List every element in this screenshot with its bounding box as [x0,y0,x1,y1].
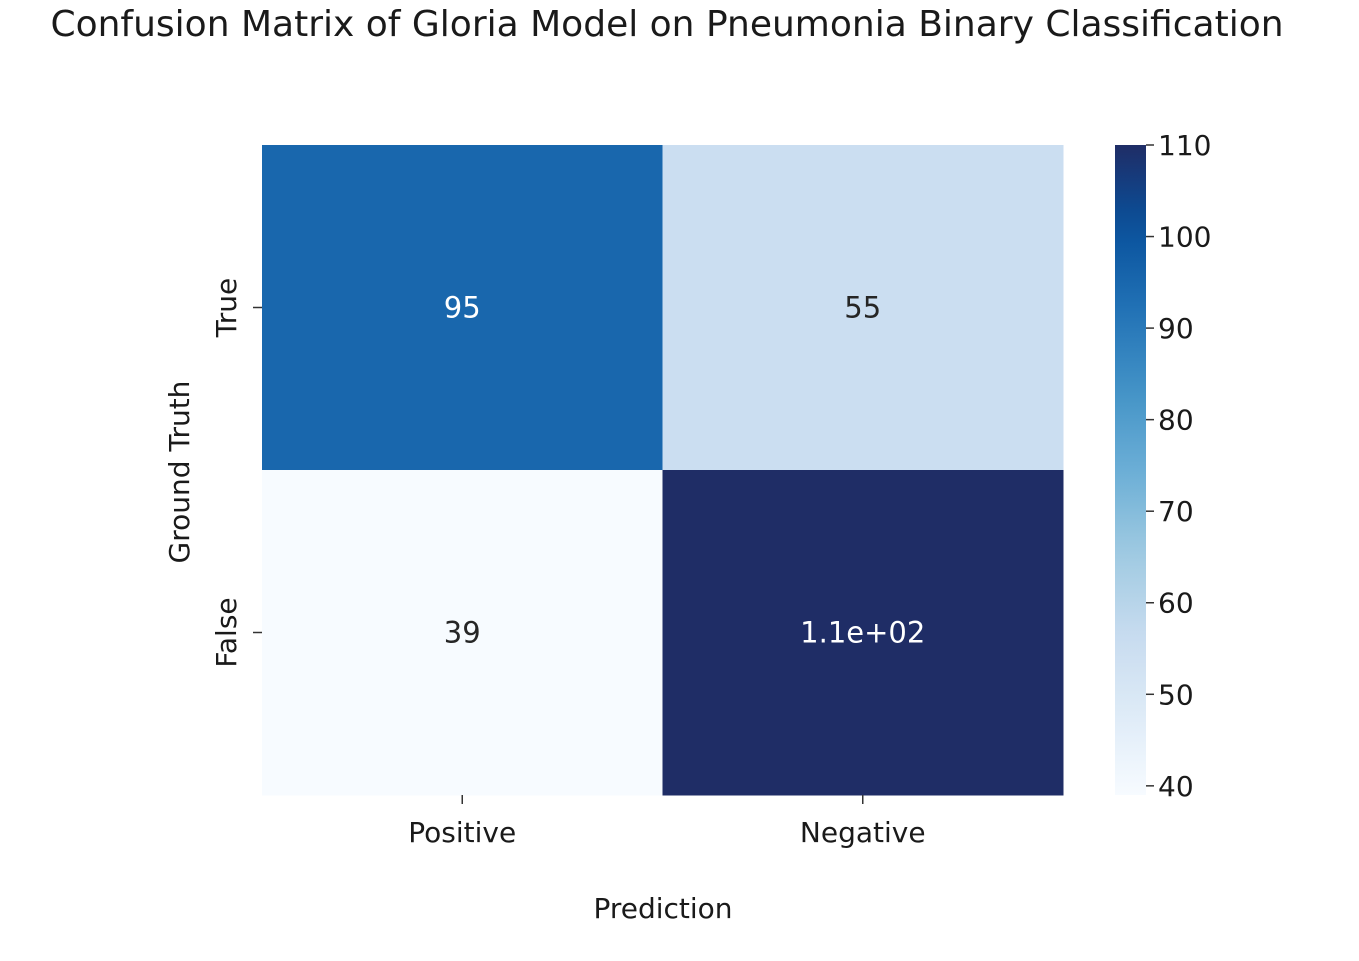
heatmap-cell [262,145,663,471]
cell-annotation: 1.1e+02 [800,616,925,650]
colorbar-tick-label: 70 [1158,495,1194,528]
heatmap-cell [262,470,663,796]
cell-annotation: 39 [444,616,481,650]
cell-annotation: 55 [844,291,881,325]
x-axis: Positive Negative [408,795,926,849]
chart-title: Confusion Matrix of Gloria Model on Pneu… [50,4,1283,45]
heatmap-cell [662,145,1064,471]
y-axis-label: Ground Truth [163,381,196,564]
cell-annotation: 95 [444,291,481,325]
colorbar-tick-label: 110 [1158,129,1211,162]
colorbar-tick-label: 50 [1158,678,1194,711]
x-tick-label: Negative [800,816,926,849]
y-axis: True False [210,278,262,668]
colorbar-tick-label: 40 [1158,770,1194,803]
colorbar-tick-label: 90 [1158,312,1194,345]
heatmap-cell-labels: 95 55 39 1.1e+02 [444,291,926,650]
y-tick-label: True [210,278,243,338]
colorbar-tick-label: 60 [1158,587,1194,620]
colorbar-gradient [1115,145,1146,795]
heatmap-cell [662,470,1064,796]
colorbar: 40 50 60 70 80 90 100 110 [1115,129,1211,803]
colorbar-tick-label: 80 [1158,404,1194,437]
x-axis-label: Prediction [593,892,732,925]
y-tick-label: False [210,597,243,667]
colorbar-tick-label: 100 [1158,221,1211,254]
heatmap-cells [262,145,1064,796]
x-tick-label: Positive [408,816,516,849]
